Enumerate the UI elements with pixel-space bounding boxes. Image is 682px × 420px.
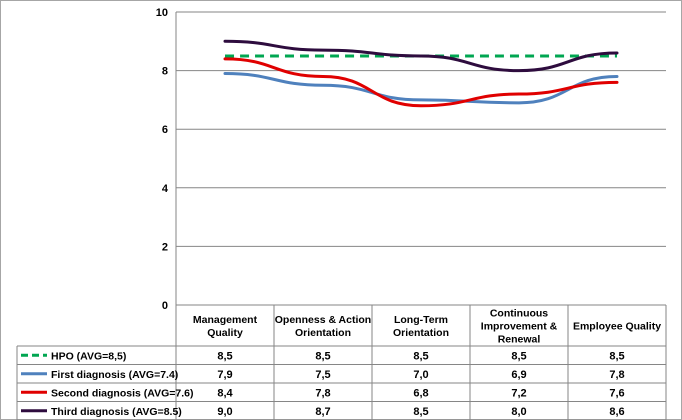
legend-label: Third diagnosis (AVG=8.5) <box>51 406 182 418</box>
data-table-cell: 7,9 <box>217 369 232 381</box>
category-label: Management <box>193 314 258 326</box>
data-table-cell: 7,0 <box>413 369 428 381</box>
data-table-cell: 7,6 <box>609 387 624 399</box>
category-label: Quality <box>207 327 243 339</box>
category-label: Openness & Action <box>275 314 371 326</box>
data-table-cell: 8,5 <box>413 350 428 362</box>
data-table-cell: 8,5 <box>609 350 624 362</box>
series-line <box>223 72 619 105</box>
category-label: Orientation <box>295 327 351 339</box>
data-table-cell: 8,4 <box>217 387 233 399</box>
y-tick-label: 8 <box>162 66 168 78</box>
y-tick-label: 6 <box>162 124 168 136</box>
data-table-cell: 8,5 <box>217 350 232 362</box>
legend-label: HPO (AVG=8,5) <box>51 350 126 362</box>
legend-label: First diagnosis (AVG=7.4) <box>51 369 178 381</box>
category-label: Improvement & <box>481 321 558 333</box>
data-table-cell: 7,2 <box>511 387 526 399</box>
y-tick-label: 10 <box>156 7 168 19</box>
data-table-cell: 7,5 <box>315 369 330 381</box>
category-label: Continuous <box>490 308 548 320</box>
data-table-cell: 8,6 <box>609 406 624 418</box>
series-line <box>223 39 619 73</box>
category-label: Renewal <box>498 334 541 346</box>
y-tick-label: 0 <box>162 300 168 312</box>
data-table-cell: 8,5 <box>413 406 428 418</box>
data-table-cell: 8,0 <box>511 406 526 418</box>
data-table-cell: 8,5 <box>315 350 330 362</box>
category-label: Orientation <box>393 327 449 339</box>
data-table-cell: 7,8 <box>315 387 330 399</box>
series-line <box>223 57 619 108</box>
data-table-cell: 6,9 <box>511 369 526 381</box>
data-table-cell: 7,8 <box>609 369 624 381</box>
y-tick-label: 2 <box>162 241 168 253</box>
data-table-cell: 8,5 <box>511 350 526 362</box>
category-label: Employee Quality <box>573 321 661 333</box>
data-table-cell: 6,8 <box>413 387 428 399</box>
legend-label: Second diagnosis (AVG=7.6) <box>51 387 193 399</box>
y-tick-label: 4 <box>162 183 169 195</box>
data-table-cell: 9,0 <box>217 406 232 418</box>
data-table-cell: 8,7 <box>315 406 330 418</box>
category-label: Long-Term <box>394 314 448 326</box>
